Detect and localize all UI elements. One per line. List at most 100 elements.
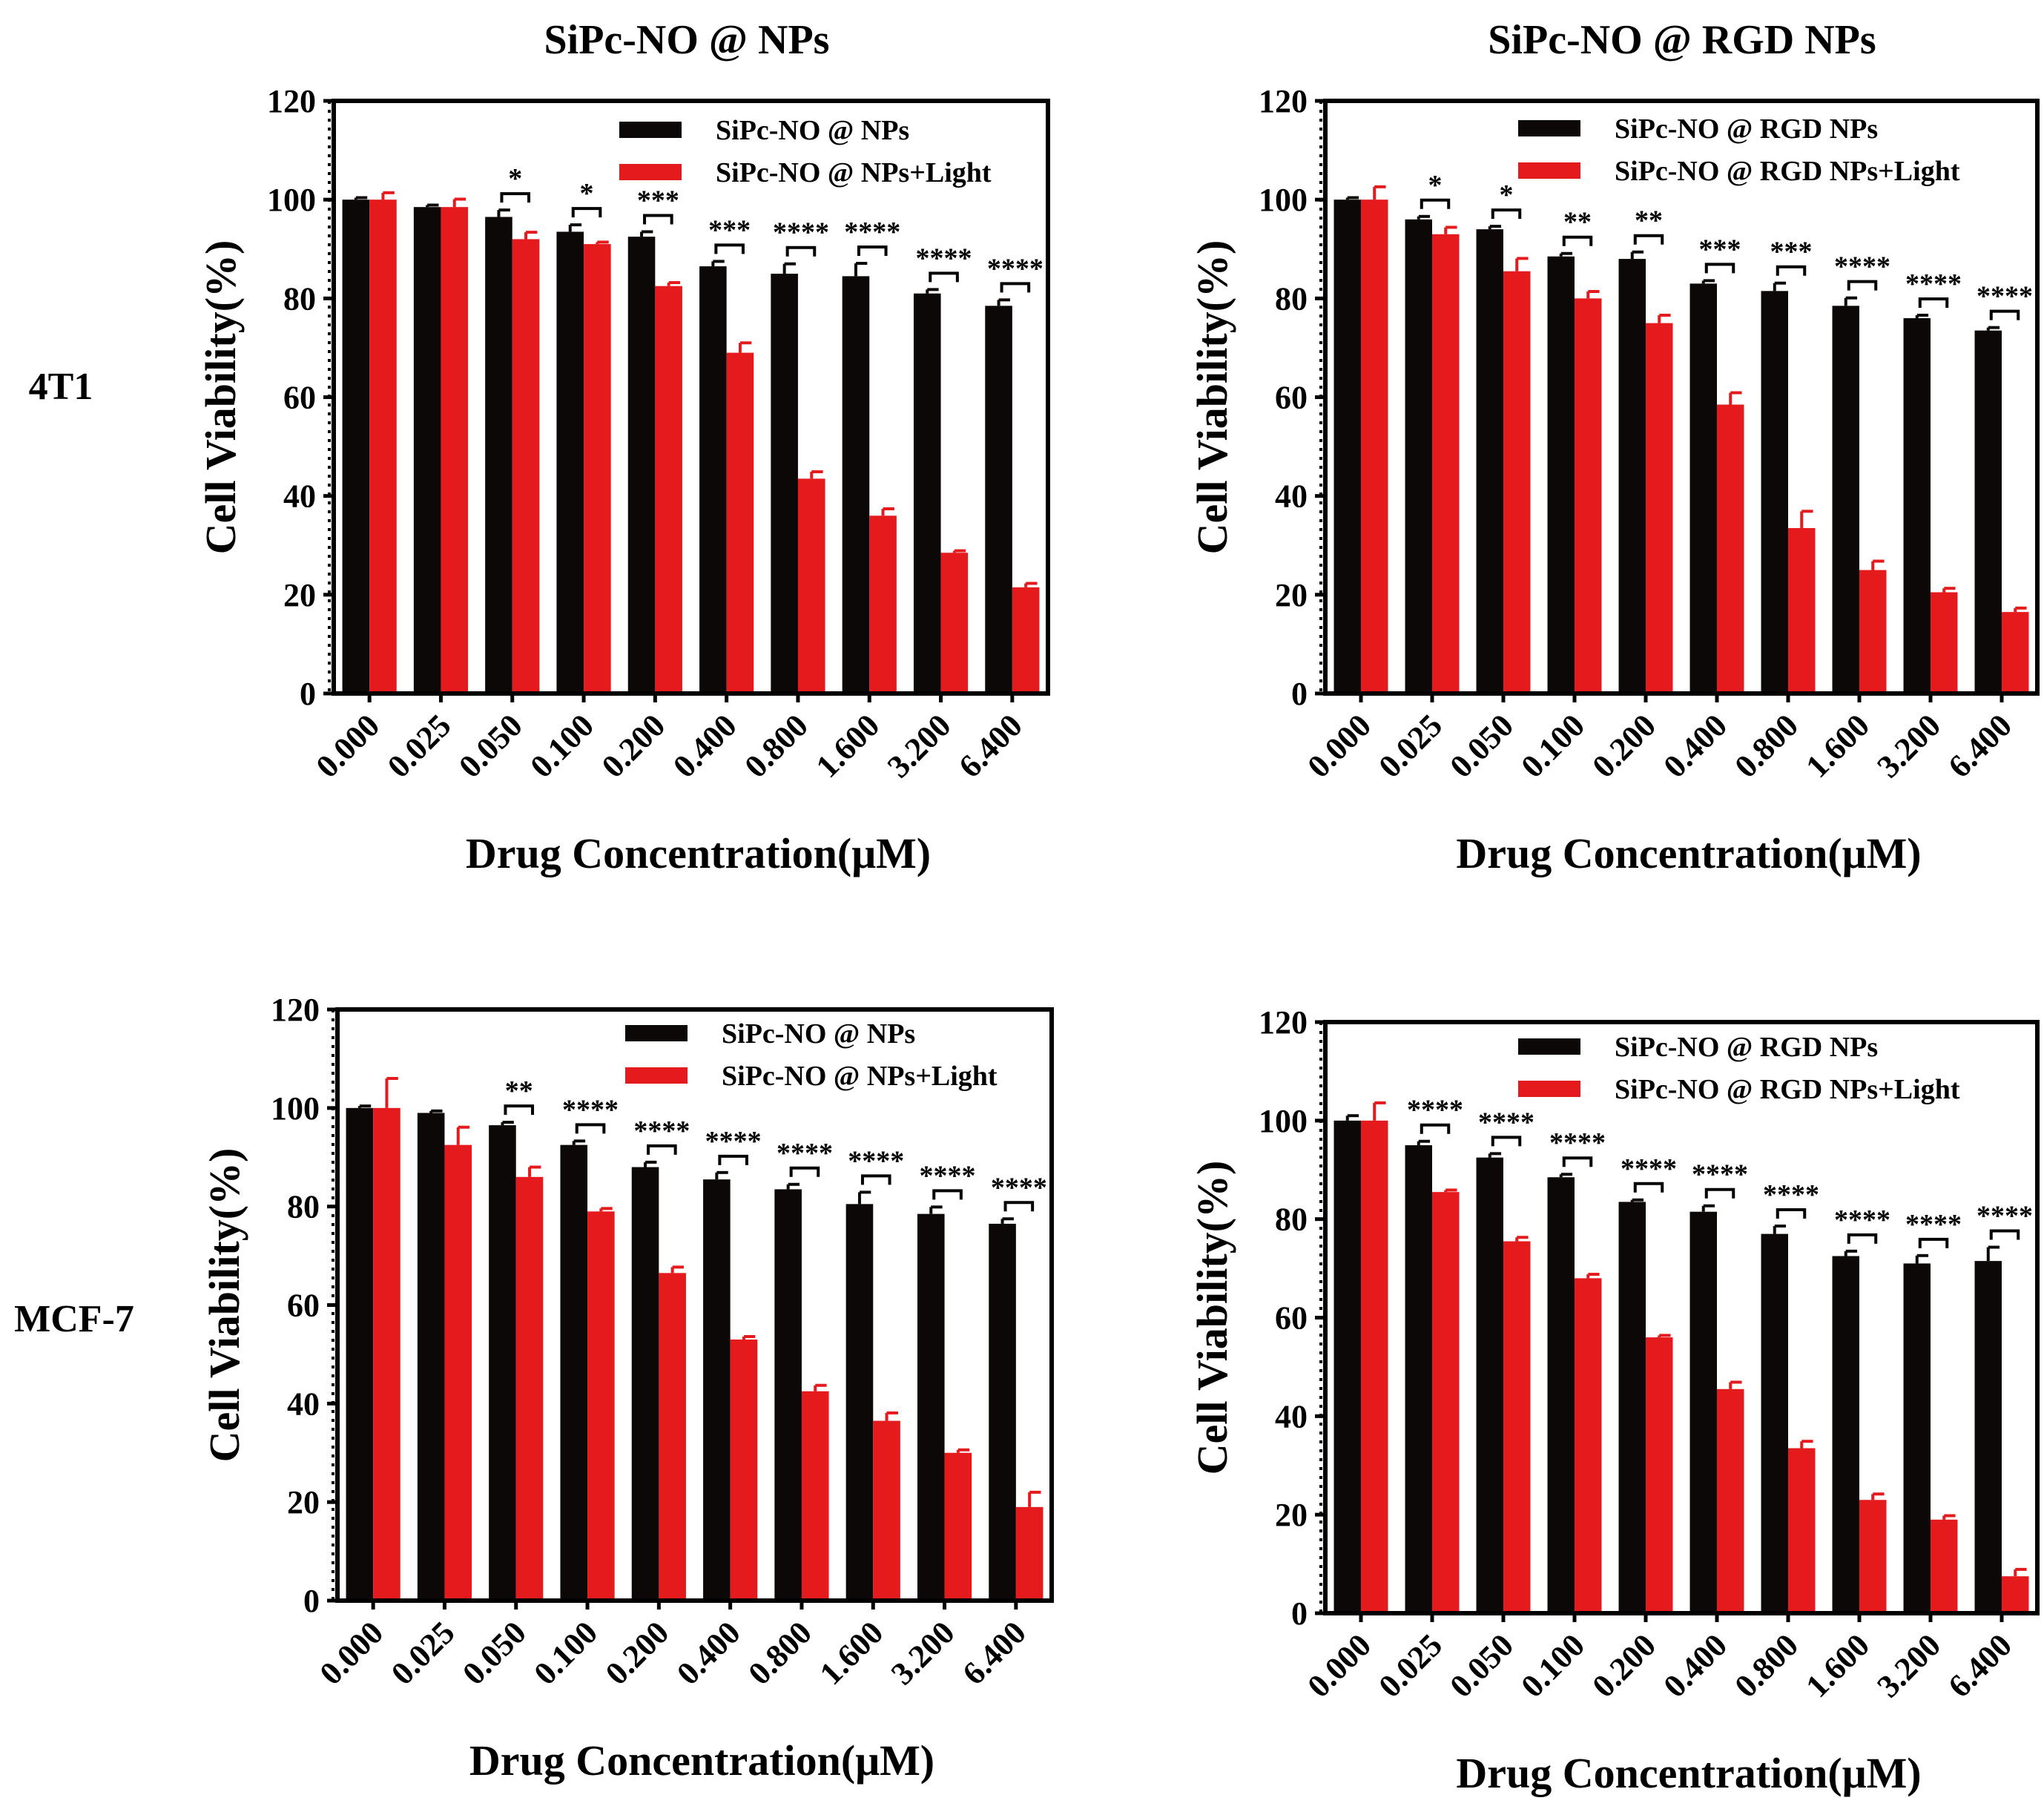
legend-label: SiPc-NO @ NPs [722, 1018, 915, 1050]
legend-swatch-light [619, 164, 682, 180]
significance-bracket [1420, 1123, 1451, 1134]
x-tick-label: 6.400 [952, 707, 1029, 785]
bar-light-0.200 [659, 1273, 686, 1601]
x-tick-label: 0.800 [737, 707, 815, 785]
bar-light-0.025 [1432, 234, 1460, 693]
y-tick-label: 100 [271, 1090, 320, 1127]
bar-light-0.800 [797, 478, 825, 693]
bar-light-6.400 [2002, 612, 2029, 693]
significance-label: *** [708, 214, 751, 246]
bar-dark-6.400 [1974, 1261, 2002, 1613]
bar-dark-1.600 [1832, 1256, 1859, 1613]
bar-dark-0.400 [1689, 283, 1717, 693]
y-tick-label: 60 [283, 380, 316, 416]
significance-label: **** [1692, 1159, 1748, 1190]
bar-dark-6.400 [985, 306, 1012, 694]
column-title-right: SiPc-NO @ RGD NPs [1488, 17, 1876, 63]
significance-bracket [857, 246, 888, 257]
x-tick-label: 0.050 [1443, 1627, 1520, 1704]
significance-bracket [860, 1174, 891, 1185]
x-tick-label: 0.000 [313, 1614, 391, 1692]
x-tick-label: 3.200 [1870, 1627, 1948, 1704]
bar-light-1.600 [869, 515, 897, 693]
significance-label: **** [777, 1138, 833, 1169]
significance-bracket [1491, 208, 1522, 220]
significance-label: **** [987, 253, 1044, 284]
bar-light-0.025 [444, 1144, 472, 1601]
bar-dark-0.200 [627, 237, 656, 694]
significance-label: ** [505, 1075, 533, 1107]
x-tick-label: 6.400 [1941, 1627, 2019, 1704]
x-tick-label: 3.200 [1870, 707, 1948, 785]
x-axis-title: Drug Concentration(μM) [1456, 829, 1921, 877]
x-tick-label: 0.800 [1727, 707, 1805, 785]
bar-dark-3.200 [1903, 1263, 1931, 1613]
bar-dark-0.100 [560, 1144, 588, 1601]
y-tick-label: 0 [303, 1583, 320, 1619]
significance-label: **** [562, 1094, 619, 1125]
legend-swatch-dark [619, 122, 682, 138]
significance-label: **** [848, 1145, 904, 1176]
bar-light-6.400 [2002, 1576, 2029, 1613]
bar-light-1.600 [1859, 1500, 1887, 1613]
significance-label: **** [991, 1172, 1047, 1203]
bar-dark-1.600 [845, 1204, 874, 1601]
bar-light-0.025 [441, 207, 469, 693]
significance-label: * [1500, 179, 1514, 211]
legend-swatch-light [1518, 1081, 1580, 1097]
bar-dark-0.025 [1405, 219, 1432, 693]
bar-dark-0.000 [342, 200, 370, 694]
bar-light-0.000 [1361, 1120, 1388, 1613]
significance-bracket [504, 1104, 535, 1116]
y-tick-label: 100 [1259, 182, 1308, 218]
x-tick-label: 0.050 [455, 1614, 533, 1692]
y-tick-label: 20 [283, 577, 316, 613]
chart-panel-4: **** **** **** **** **** **** **** **** **** 0 20 4… [1188, 1004, 2040, 1797]
significance-label: * [508, 163, 522, 194]
bar-dark-0.400 [703, 1179, 731, 1601]
bar-dark-0.050 [489, 1125, 516, 1601]
bar-light-1.600 [873, 1420, 900, 1601]
significance-bracket [1847, 1233, 1878, 1244]
y-tick-label: 0 [1291, 676, 1308, 712]
x-tick-label: 0.100 [523, 707, 601, 785]
significance-label: **** [1478, 1107, 1534, 1138]
bar-dark-0.025 [1405, 1145, 1432, 1613]
row-label-bottom: MCF-7 [14, 1298, 134, 1340]
significance-label: * [580, 178, 594, 209]
x-tick-label: 0.025 [1371, 707, 1449, 785]
bar-dark-0.050 [1476, 229, 1503, 693]
significance-bracket [1918, 297, 1949, 308]
y-axis-title: Cell Viability(%) [1188, 240, 1236, 555]
significance-bracket [718, 1154, 748, 1165]
significance-label: **** [1621, 1153, 1677, 1185]
legend-label: SiPc-NO @ RGD NPs+Light [1615, 1074, 1960, 1105]
bar-dark-1.600 [842, 276, 870, 693]
y-tick-label: 120 [271, 992, 320, 1028]
significance-label: ** [1563, 207, 1592, 238]
significance-bracket [1776, 1208, 1807, 1219]
y-tick-label: 40 [1275, 1398, 1308, 1434]
legend-swatch-light [1518, 162, 1580, 179]
x-tick-label: 0.025 [384, 1614, 462, 1692]
x-tick-label: 6.400 [955, 1614, 1033, 1692]
bar-dark-1.600 [1832, 306, 1859, 694]
significance-bracket [500, 192, 531, 203]
significance-bracket [1420, 198, 1451, 209]
y-tick-label: 80 [287, 1189, 320, 1225]
significance-bracket [714, 243, 745, 254]
chart-panel-2: * *** ***** *** ******** ****0204060801001200… [1188, 83, 2040, 877]
x-tick-label: 0.400 [1656, 1627, 1734, 1704]
bar-light-0.200 [1646, 323, 1673, 693]
x-tick-label: 0.050 [452, 707, 530, 785]
bar-light-0.200 [655, 286, 682, 693]
significance-bracket [643, 214, 673, 225]
bar-light-0.100 [587, 1211, 615, 1601]
legend-label: SiPc-NO @ NPs+Light [722, 1061, 998, 1092]
significance-label: **** [1407, 1095, 1463, 1126]
panels-group: * * ****** **** ******** ****0204060801001200… [197, 83, 2040, 1797]
significance-bracket [1003, 1201, 1035, 1212]
significance-label: **** [705, 1126, 762, 1157]
significance-label: * [1428, 170, 1443, 201]
